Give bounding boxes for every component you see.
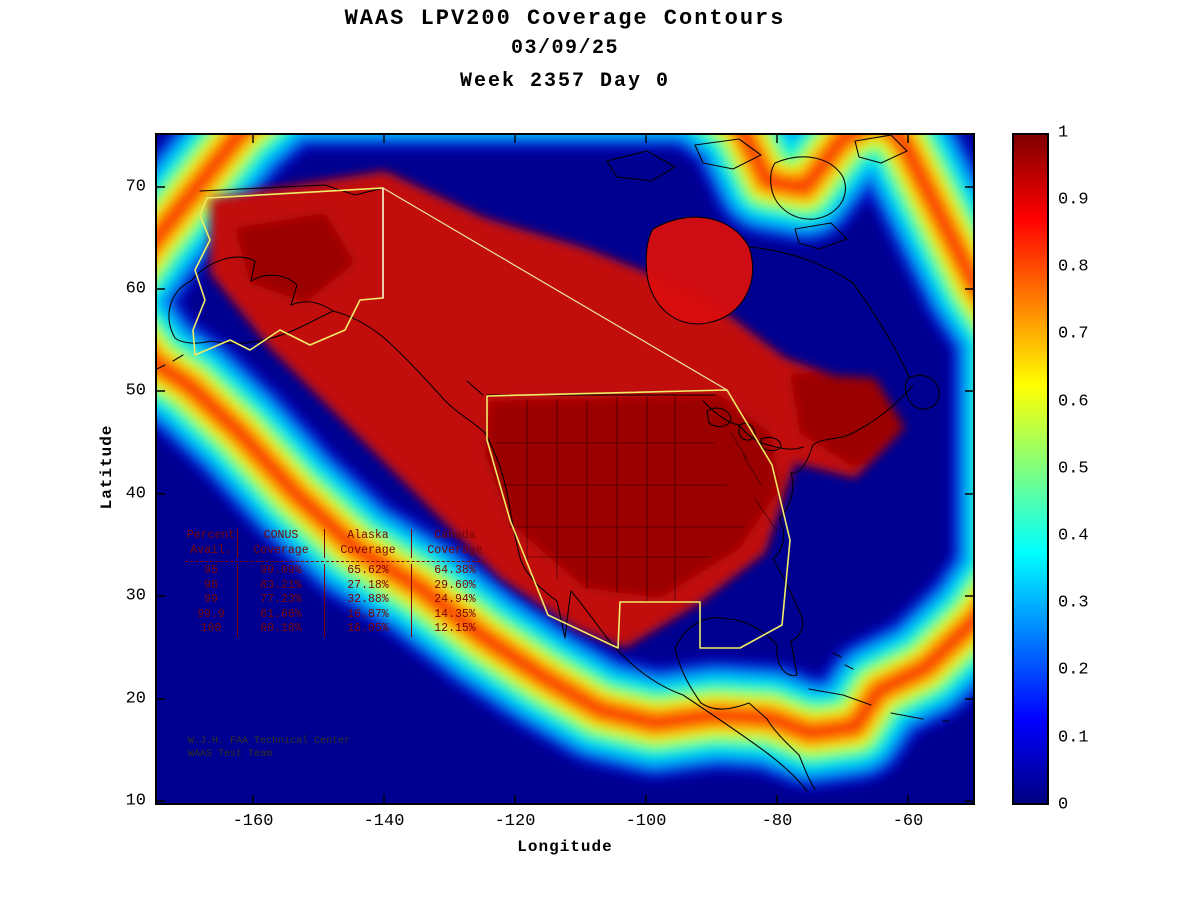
colorbar-tick-label: 0.8 xyxy=(1058,257,1089,277)
plot-area: Percent CONUS Alaska Canada Avail. Cover… xyxy=(155,133,975,805)
table-cell: 98 xyxy=(204,578,218,592)
y-tick-label: 10 xyxy=(125,791,146,811)
coastlines xyxy=(156,134,950,792)
table-cell: 64.38% xyxy=(411,564,498,579)
table-header-cell: Coverage xyxy=(411,543,498,558)
x-tick-label: -100 xyxy=(625,812,667,831)
colorbar-tick-label: 0.3 xyxy=(1058,593,1089,613)
chart-title: WAAS LPV200 Coverage Contours xyxy=(344,6,786,31)
table-separator xyxy=(185,559,485,562)
table-cell: 14.35% xyxy=(411,607,498,622)
table-header-row-1: Percent CONUS Alaska Canada xyxy=(185,529,498,544)
colorbar-tick-label: 0.7 xyxy=(1058,324,1089,344)
x-tick-label: -120 xyxy=(494,812,536,831)
colorbar-tick-label: 0.9 xyxy=(1058,190,1089,210)
contour-map xyxy=(155,133,975,805)
chart-date: 03/09/25 xyxy=(510,37,619,60)
y-tick-label: 20 xyxy=(125,689,146,709)
x-tick-label: -80 xyxy=(761,812,793,831)
table-cell: 99.9 xyxy=(197,607,225,621)
y-tick-label: 50 xyxy=(125,381,146,401)
credits-block: W.J.H. FAA Technical Center WAAS Test Te… xyxy=(188,735,350,761)
table-row: 95 99.09% 65.62% 64.38% xyxy=(185,564,498,579)
table-header-row-2: Avail. Coverage Coverage Coverage xyxy=(185,543,498,558)
table-cell: 32.88% xyxy=(324,593,411,608)
table-row: 99.9 61.66% 16.87% 14.35% xyxy=(185,607,498,622)
colorbar-tick-label: 0.5 xyxy=(1058,459,1089,479)
table-header-cell: Percent xyxy=(186,529,236,542)
table-cell: 83.21% xyxy=(237,578,324,593)
colorbar xyxy=(1012,133,1049,805)
colorbar-tick-label: 1 xyxy=(1058,123,1069,143)
table-cell: 77.23% xyxy=(237,593,324,608)
table-cell: 27.18% xyxy=(324,578,411,593)
chart-week-day: Week 2357 Day 0 xyxy=(459,70,671,93)
alaska-boundary xyxy=(192,187,384,356)
table-cell: 95 xyxy=(204,564,218,577)
table-header-cell: CONUS xyxy=(237,529,324,544)
colorbar-tick-label: 0.1 xyxy=(1058,728,1089,748)
y-axis-label: Latitude xyxy=(98,424,116,510)
table-cell: 24.94% xyxy=(411,593,498,608)
credit-line: WAAS Test Team xyxy=(188,749,273,760)
table-cell: 12.15% xyxy=(411,622,498,637)
colorbar-tick-label: 0.2 xyxy=(1058,660,1089,680)
table-cell: 65.62% xyxy=(324,564,411,579)
colorbar-tick-label: 0 xyxy=(1058,795,1069,815)
table-row: 99 77.23% 32.88% 24.94% xyxy=(185,593,498,608)
service-connector-line xyxy=(382,187,728,391)
credit-line: W.J.H. FAA Technical Center xyxy=(188,736,351,747)
table-header-cell: Coverage xyxy=(324,543,411,558)
state-borders xyxy=(495,397,778,601)
x-tick-label: -160 xyxy=(232,812,274,831)
conus-boundary xyxy=(486,389,791,649)
table-row: 98 83.21% 27.18% 29.60% xyxy=(185,578,498,593)
table-cell: 61.66% xyxy=(237,607,324,622)
table-header-cell: Coverage xyxy=(237,543,324,558)
service-area-boundaries xyxy=(192,187,791,649)
table-cell: 16.87% xyxy=(324,607,411,622)
coverage-table: Percent CONUS Alaska Canada Avail. Cover… xyxy=(185,529,498,637)
table-cell: 60.18% xyxy=(237,622,324,637)
y-tick-label: 30 xyxy=(125,586,146,606)
table-header-cell: Alaska xyxy=(324,529,411,544)
y-tick-label: 70 xyxy=(125,177,146,197)
table-cell: 99 xyxy=(204,593,218,606)
table-cell: 100 xyxy=(200,622,222,635)
x-tick-label: -60 xyxy=(892,812,924,831)
colorbar-tick-label: 0.4 xyxy=(1058,526,1089,546)
table-cell: 29.60% xyxy=(411,578,498,593)
colorbar-tick-label: 0.6 xyxy=(1058,392,1089,412)
y-tick-label: 60 xyxy=(125,279,146,299)
table-header-cell: Canada xyxy=(411,529,498,544)
table-cell: 99.09% xyxy=(237,564,324,579)
table-row: 100 60.18% 16.05% 12.15% xyxy=(185,622,498,637)
table-header-cell: Avail. xyxy=(190,543,232,557)
x-axis-label: Longitude xyxy=(517,838,613,856)
x-tick-label: -140 xyxy=(363,812,405,831)
table-cell: 16.05% xyxy=(324,622,411,637)
axis-tick-marks xyxy=(155,133,975,805)
y-tick-label: 40 xyxy=(125,484,146,504)
